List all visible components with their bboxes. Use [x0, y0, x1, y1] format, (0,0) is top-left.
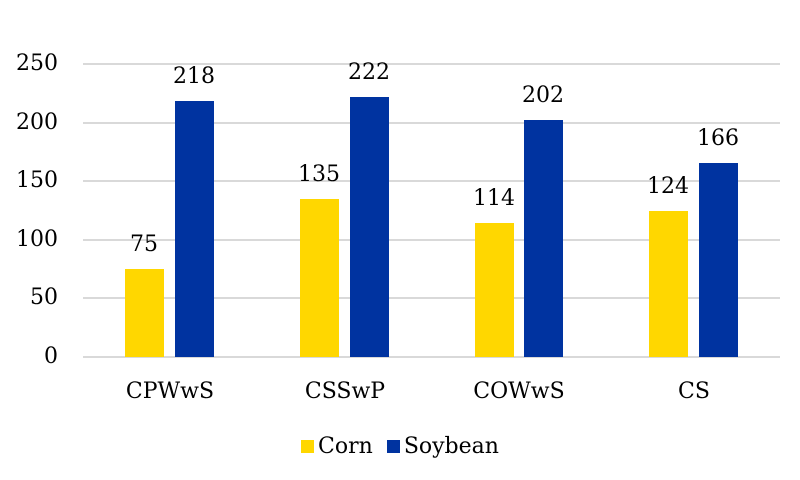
bar-corn-cowws [475, 223, 514, 357]
gridline-250 [83, 63, 780, 65]
data-label-soybean-cowws: 202 [522, 83, 564, 108]
legend: Corn Soybean [0, 434, 800, 459]
x-label-cpwws: CPWwS [125, 379, 215, 404]
bar-corn-cs [649, 211, 688, 357]
y-tick-0: 0 [44, 344, 58, 369]
bar-corn-csswp [300, 199, 339, 357]
data-label-corn-cs: 124 [647, 174, 689, 199]
data-label-soybean-cs: 166 [697, 126, 739, 151]
bar-soybean-cowws [524, 120, 563, 357]
legend-label-soybean: Soybean [403, 434, 499, 459]
legend-item-corn: Corn [301, 434, 373, 459]
data-label-corn-cpwws: 75 [130, 232, 158, 257]
legend-label-corn: Corn [318, 434, 373, 459]
gridline-200 [83, 122, 780, 124]
x-label-cs: CS [678, 379, 710, 404]
gridline-100 [83, 239, 780, 241]
soybean-swatch-icon [386, 440, 400, 453]
data-label-corn-csswp: 135 [298, 162, 340, 187]
corn-swatch-icon [301, 440, 315, 453]
data-label-corn-cowws: 114 [473, 186, 515, 211]
legend-item-soybean: Soybean [386, 434, 499, 459]
y-tick-50: 50 [30, 285, 58, 310]
x-label-cowws: COWwS [473, 379, 565, 404]
y-tick-200: 200 [16, 110, 58, 135]
y-tick-150: 150 [16, 168, 58, 193]
gridline-50 [83, 297, 780, 299]
data-label-soybean-cpwws: 218 [173, 64, 215, 89]
bar-soybean-cs [699, 163, 738, 357]
data-label-soybean-csswp: 222 [348, 60, 390, 85]
y-tick-250: 250 [16, 51, 58, 76]
gridline-150 [83, 180, 780, 182]
bar-soybean-cpwws [175, 101, 214, 357]
x-label-csswp: CSSwP [304, 379, 386, 404]
y-tick-100: 100 [16, 227, 58, 252]
bar-corn-cpwws [125, 269, 164, 357]
x-axis-line [83, 356, 780, 358]
bar-soybean-csswp [350, 97, 389, 357]
